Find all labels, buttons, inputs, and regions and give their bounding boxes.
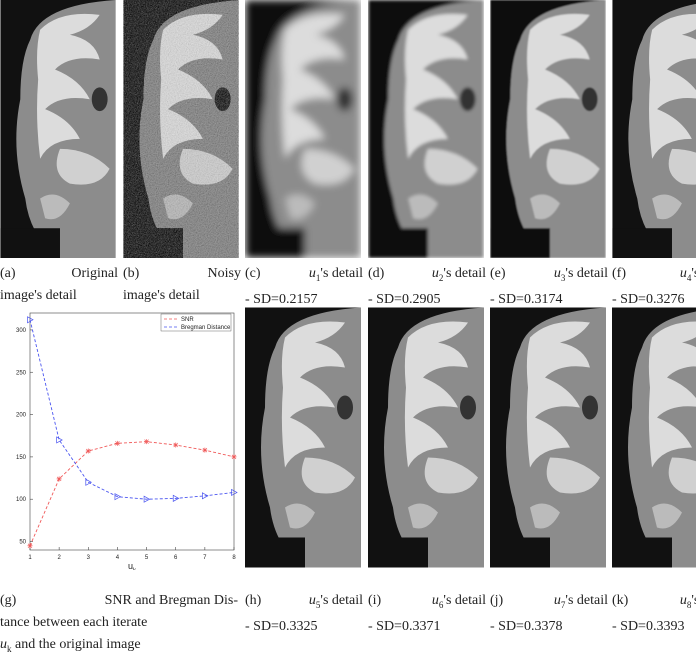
x-tick-label: 2 (57, 555, 61, 561)
marker (202, 448, 207, 453)
x-tick-label: 8 (232, 555, 236, 561)
caption-text: - SD=0.3393 (612, 619, 684, 634)
y-tick-label: 50 (19, 540, 26, 546)
caption-text: - SD=0.3276 (612, 292, 684, 307)
y-tick-label: 200 (16, 413, 27, 419)
u3-image (490, 0, 606, 258)
caption: (i)u6's detail- SD=0.3371 (368, 590, 486, 638)
caption: (j)u7's detail- SD=0.3378 (490, 590, 608, 638)
series-line (30, 320, 234, 499)
caption-var: u (432, 266, 439, 281)
legend-label: Bregman Distance (181, 325, 231, 331)
x-tick-label: 1 (28, 555, 32, 561)
x-axis-label: uk (128, 561, 137, 570)
legend-label: SNR (181, 317, 194, 323)
caption-text: - SD=0.3371 (368, 619, 440, 634)
y-tick-label: 250 (16, 370, 27, 376)
x-tick-label: 5 (145, 555, 149, 561)
caption: (f)u4's detai- SD=0.3276 (612, 263, 696, 311)
x-tick-label: 3 (87, 555, 91, 561)
x-tick-label: 6 (174, 555, 178, 561)
u7-image (490, 305, 606, 570)
caption-label: (e) (490, 263, 506, 289)
caption-text: 's detail (565, 266, 608, 281)
marker (173, 443, 178, 448)
caption-label: (g) (0, 590, 16, 612)
caption: (g) SNR and Bregman Dis-tance between eac… (0, 590, 238, 660)
u4-image (612, 0, 696, 258)
marker (57, 437, 63, 443)
y-tick-label: 150 (16, 455, 27, 461)
caption-text: 's detail (443, 266, 486, 281)
caption: (h)u5's detail- SD=0.3325 (245, 590, 363, 638)
caption-label: (h) (245, 590, 261, 616)
caption-label: (i) (368, 590, 381, 616)
caption-text: - SD=0.3378 (490, 619, 562, 634)
caption: (k)u8's detai- SD=0.3393 (612, 590, 696, 638)
caption-var: u (432, 593, 439, 608)
caption-label: (j) (490, 590, 503, 616)
caption-text: tance between each iterate (0, 615, 147, 630)
marker (115, 441, 120, 446)
marker (57, 476, 62, 481)
y-tick-label: 300 (16, 328, 27, 334)
caption-text: image's detail (123, 288, 200, 303)
caption: (c)u1's detail- SD=0.2157 (245, 263, 363, 311)
caption: (b) Noisy image's detail (123, 263, 241, 307)
caption-var: u (0, 637, 7, 652)
caption-label: (k) (612, 590, 628, 616)
x-tick-label: 4 (116, 555, 120, 561)
caption-var: u (309, 266, 316, 281)
original-image (0, 0, 116, 258)
caption-var: u (680, 266, 687, 281)
caption-sub: k (7, 644, 12, 654)
caption-label: (a) (0, 263, 16, 285)
marker (232, 454, 237, 459)
x-axis-label-sub: k (133, 568, 137, 570)
caption-label: (d) (368, 263, 384, 289)
caption-var: u (554, 593, 561, 608)
x-tick-label: 7 (203, 555, 207, 561)
caption: (e)u3's detail- SD=0.3174 (490, 263, 608, 311)
caption: (a) Original image's detail (0, 263, 118, 307)
caption-var: u (680, 593, 687, 608)
caption-text: 's detai (691, 266, 696, 281)
caption-text: image's detail (0, 288, 77, 303)
u1-image (245, 0, 361, 258)
caption-var: u (309, 593, 316, 608)
page: 5010015020025030012345678ukSNRBregman Di… (0, 0, 696, 643)
u5-image (245, 305, 361, 570)
caption-label: (b) (123, 263, 139, 285)
caption-text: 's detail (443, 593, 486, 608)
caption-text: 's detail (320, 266, 363, 281)
caption-text: 's detail (320, 593, 363, 608)
caption-var: u (554, 266, 561, 281)
caption-text: SNR and Bregman Dis- (105, 593, 238, 608)
caption: (d)u2's detail- SD=0.2905 (368, 263, 486, 311)
caption-label: (c) (245, 263, 261, 289)
caption-text: - SD=0.2157 (245, 292, 317, 307)
caption-text: - SD=0.2905 (368, 292, 440, 307)
plot-frame (30, 313, 234, 550)
caption-text: - SD=0.3325 (245, 619, 317, 634)
marker (86, 448, 91, 453)
caption-label: (f) (612, 263, 626, 289)
caption-text: 's detail (565, 593, 608, 608)
y-tick-label: 100 (16, 497, 27, 503)
noisy-image (123, 0, 239, 258)
marker (144, 439, 149, 444)
u6-image (368, 305, 484, 570)
caption-text: Original (71, 266, 118, 281)
caption-text: and the original image (15, 637, 141, 652)
chart: 50 100 150 200 250 300 1 2 3 4 5 6 7 8 uk SNR Bregman Di… (0, 305, 240, 570)
u8-image (612, 305, 696, 570)
caption-text: 's detai (691, 593, 696, 608)
marker (28, 543, 33, 548)
caption-text: - SD=0.3174 (490, 292, 562, 307)
u2-image (368, 0, 484, 258)
caption-text: Noisy (208, 266, 241, 281)
